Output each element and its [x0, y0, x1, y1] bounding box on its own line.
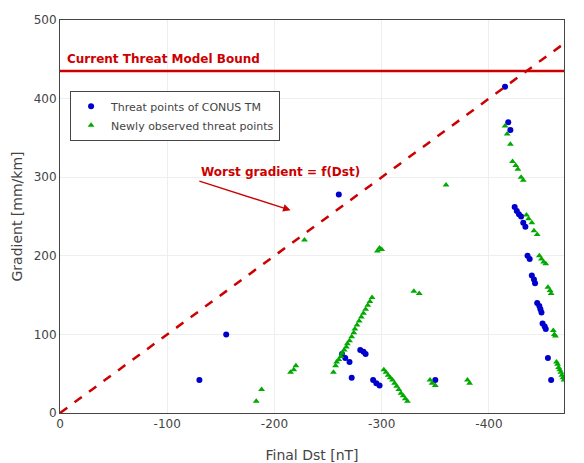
svg-text:-200: -200 [261, 417, 288, 431]
svg-text:Final Dst [nT]: Final Dst [nT] [265, 447, 358, 463]
svg-text:500: 500 [34, 13, 57, 27]
svg-text:Newly observed threat points: Newly observed threat points [111, 120, 273, 133]
svg-text:0: 0 [49, 406, 57, 420]
svg-text:100: 100 [34, 328, 57, 342]
svg-text:400: 400 [34, 92, 57, 106]
svg-text:Current Threat Model Bound: Current Threat Model Bound [67, 52, 260, 66]
svg-text:Threat points of CONUS TM: Threat points of CONUS TM [110, 101, 261, 114]
svg-text:300: 300 [34, 170, 57, 184]
svg-text:Worst gradient = f(Dst): Worst gradient = f(Dst) [201, 165, 360, 179]
svg-text:-100: -100 [154, 417, 181, 431]
svg-text:200: 200 [34, 249, 57, 263]
svg-text:-400: -400 [475, 417, 502, 431]
svg-text:0: 0 [56, 417, 64, 431]
svg-text:Gradient [mm/km]: Gradient [mm/km] [9, 151, 25, 281]
svg-text:-300: -300 [368, 417, 395, 431]
